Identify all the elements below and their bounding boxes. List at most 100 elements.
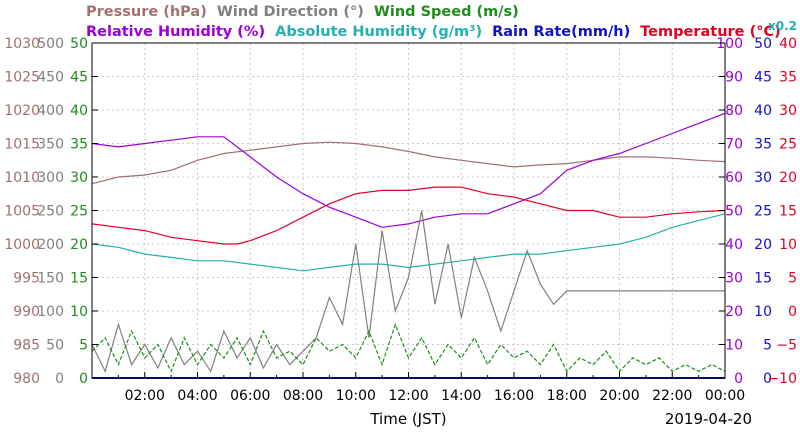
series-line-relative-humidity xyxy=(91,112,726,228)
left-tick-wind_speed: 35 xyxy=(70,137,88,153)
x-tick-label: 08:00 xyxy=(283,388,323,404)
right-tick-temp: −10 xyxy=(767,371,797,387)
right-tick-ah_rain: 50 xyxy=(754,36,772,52)
right-tick-ah_rain: 25 xyxy=(754,204,772,220)
left-tick-pressure: 1015 xyxy=(4,137,40,153)
left-tick-pressure: 1005 xyxy=(4,204,40,220)
left-tick-pressure: 1030 xyxy=(4,36,40,52)
x-tick-label: 14:00 xyxy=(441,388,481,404)
left-tick-wind_speed: 20 xyxy=(70,237,88,253)
series-line-pressure-hpa xyxy=(91,141,726,185)
right-tick-temp: −5 xyxy=(776,338,797,354)
left-tick-wind_speed: 15 xyxy=(70,271,88,287)
series-line-wind-speed-m-s xyxy=(91,322,726,373)
right-tick-ah_rain: 20 xyxy=(754,237,772,253)
right-tick-rh: 30 xyxy=(725,271,743,287)
right-tick-ah_rain: 10 xyxy=(754,304,772,320)
left-tick-pressure: 980 xyxy=(13,371,40,387)
left-tick-wind_dir: 350 xyxy=(37,137,64,153)
left-tick-pressure: 1020 xyxy=(4,103,40,119)
left-tick-pressure: 1010 xyxy=(4,170,40,186)
right-tick-ah_rain: 40 xyxy=(754,103,772,119)
left-tick-wind_dir: 250 xyxy=(37,204,64,220)
right-tick-temp: 0 xyxy=(788,304,797,320)
left-tick-wind_dir: 0 xyxy=(55,371,64,387)
x-tick-label: 00:00 xyxy=(705,388,745,404)
left-tick-wind_dir: 50 xyxy=(46,338,64,354)
right-tick-rh: 10 xyxy=(725,338,743,354)
left-tick-wind_speed: 30 xyxy=(70,170,88,186)
left-tick-wind_speed: 45 xyxy=(70,70,88,86)
right-tick-ah_rain: 35 xyxy=(754,137,772,153)
left-tick-wind_dir: 400 xyxy=(37,103,64,119)
right-tick-ah_rain: 15 xyxy=(754,271,772,287)
right-tick-rh: 100 xyxy=(716,36,743,52)
right-tick-temp: 40 xyxy=(779,36,797,52)
series-line-absolute-humidity-g-m-x0-2 xyxy=(91,213,726,272)
left-tick-wind_speed: 40 xyxy=(70,103,88,119)
right-axes: 0102030405060708090100051015202530354045… xyxy=(716,36,797,387)
legend-rh: Relative Humidity (%) xyxy=(86,24,265,40)
left-tick-pressure: 1000 xyxy=(4,237,40,253)
left-tick-wind_dir: 300 xyxy=(37,170,64,186)
legend: Pressure (hPa) Wind Direction (°) Wind Spe… xyxy=(86,4,797,40)
right-tick-temp: 35 xyxy=(779,70,797,86)
legend-ah: Absolute Humidity (g/m³) xyxy=(275,24,482,40)
left-axes: 9809859909951000100510101015102010251030… xyxy=(4,36,98,387)
right-tick-rh: 60 xyxy=(725,170,743,186)
x-axis: 02:00 04:00 06:00 08:00 10:00 12:00 14:00 16:00… xyxy=(117,372,745,404)
left-tick-wind_dir: 500 xyxy=(37,36,64,52)
legend-wind_dir: Wind Direction (°) xyxy=(217,4,364,20)
left-tick-wind_speed: 25 xyxy=(70,204,88,220)
x-tick-label: 04:00 xyxy=(177,388,217,404)
right-tick-ah_rain: 5 xyxy=(763,338,772,354)
x-tick-label: 20:00 xyxy=(599,388,639,404)
left-tick-pressure: 1025 xyxy=(4,70,40,86)
left-tick-wind_dir: 100 xyxy=(37,304,64,320)
left-tick-wind_dir: 150 xyxy=(37,271,64,287)
right-tick-temp: 15 xyxy=(779,204,797,220)
right-tick-rh: 40 xyxy=(725,237,743,253)
right-tick-temp: 5 xyxy=(788,271,797,287)
legend-wind_speed: Wind Speed (m/s) xyxy=(374,4,519,20)
left-tick-wind_dir: 450 xyxy=(37,70,64,86)
right-tick-temp: 25 xyxy=(779,137,797,153)
right-tick-temp: 20 xyxy=(779,170,797,186)
legend-temp: Temperature (°C) xyxy=(640,24,781,40)
right-tick-ah_rain: 45 xyxy=(754,70,772,86)
left-tick-wind_speed: 0 xyxy=(79,371,88,387)
right-tick-rh: 0 xyxy=(734,371,743,387)
x-tick-label: 02:00 xyxy=(125,388,165,404)
x-tick-label: 18:00 xyxy=(547,388,587,404)
x-tick-label: 10:00 xyxy=(336,388,376,404)
left-tick-wind_dir: 200 xyxy=(37,237,64,253)
right-tick-rh: 90 xyxy=(725,70,743,86)
right-tick-rh: 50 xyxy=(725,204,743,220)
x-tick-label: 16:00 xyxy=(494,388,534,404)
multiplier-label: x0.2 xyxy=(768,19,797,33)
x-tick-label: 12:00 xyxy=(388,388,428,404)
left-tick-wind_speed: 50 xyxy=(70,36,88,52)
left-tick-wind_speed: 10 xyxy=(70,304,88,320)
right-tick-ah_rain: 30 xyxy=(754,170,772,186)
series-line-temperature-c xyxy=(91,186,726,245)
left-tick-pressure: 990 xyxy=(13,304,40,320)
left-tick-pressure: 985 xyxy=(13,338,40,354)
legend-rain: Rain Rate(mm/h) xyxy=(492,24,630,40)
right-tick-rh: 70 xyxy=(725,137,743,153)
date-label: 2019-04-20 xyxy=(665,410,752,428)
right-tick-temp: 10 xyxy=(779,237,797,253)
x-tick-label: 06:00 xyxy=(230,388,270,404)
right-tick-rh: 20 xyxy=(725,304,743,320)
right-tick-rh: 80 xyxy=(725,103,743,119)
right-tick-ah_rain: 0 xyxy=(763,371,772,387)
x-tick-label: 22:00 xyxy=(652,388,692,404)
series-line-wind-direction xyxy=(91,210,725,373)
x-axis-label: Time (JST) xyxy=(369,410,446,428)
right-tick-temp: 30 xyxy=(779,103,797,119)
grid xyxy=(92,43,725,378)
left-tick-pressure: 995 xyxy=(13,271,40,287)
left-tick-wind_speed: 5 xyxy=(79,338,88,354)
